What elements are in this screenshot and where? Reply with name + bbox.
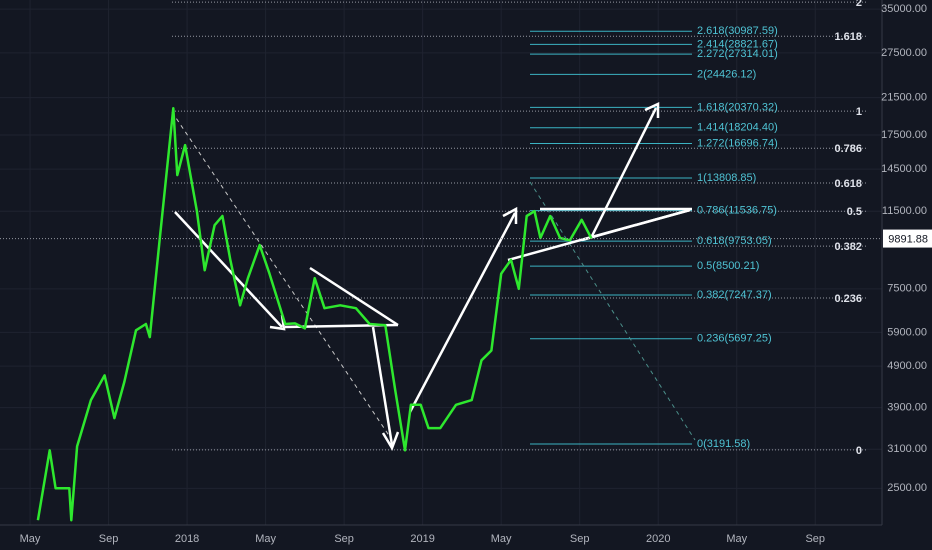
fib-level-label: 1.272(16696.74) — [697, 137, 778, 149]
outer-level-label: 2 — [856, 0, 862, 9]
last-price-box — [883, 229, 932, 248]
x-tick-label: May — [20, 533, 41, 545]
y-tick-label: 21500.00 — [881, 91, 927, 103]
x-tick-label: May — [726, 533, 747, 545]
price-line — [36, 106, 593, 522]
grid — [0, 0, 882, 525]
x-tick-label: 2019 — [410, 533, 434, 545]
y-tick-label: 27500.00 — [881, 47, 927, 59]
fib-level-label: 2.272(27314.01) — [697, 48, 778, 60]
drawings — [171, 102, 696, 451]
outer-level-label: 0 — [856, 445, 862, 457]
fib-level-label: 0.5(8500.21) — [697, 260, 759, 272]
fib-level-label: 0.618(9753.05) — [697, 235, 772, 247]
last-price-label: 9891.88 — [888, 233, 928, 245]
fib-level-label: 2.414(28821.67) — [697, 38, 778, 50]
x-tick-label: Sep — [99, 533, 119, 545]
x-tick-label: Sep — [805, 533, 825, 545]
fib-level-label: 1(13808.85) — [697, 172, 756, 184]
fib-level-label: 1.414(18204.40) — [697, 122, 778, 134]
y-tick-label: 35000.00 — [881, 3, 927, 15]
y-tick-label: 11500.00 — [882, 205, 927, 217]
x-tick-label: Sep — [570, 533, 590, 545]
fib-level-label: 1.618(20370.32) — [697, 101, 778, 113]
y-tick-label: 14500.00 — [881, 163, 927, 175]
outer-level-label: 0.618 — [834, 178, 862, 190]
fib-level-label: 0.786(11536.75) — [697, 205, 777, 217]
outer-level-label: 0.382 — [834, 241, 862, 253]
outer-level-label: 1.618 — [834, 31, 862, 43]
fib-level-label: 0.382(7247.37) — [697, 289, 772, 301]
fib-level-label: 2(24426.12) — [697, 68, 756, 80]
x-tick-label: 2018 — [175, 533, 199, 545]
plot — [36, 106, 593, 522]
y-tick-label: 3900.00 — [887, 401, 927, 413]
fib-level-label: 0(3191.58) — [697, 438, 750, 450]
outer-level-label: 0.5 — [847, 206, 862, 218]
outer-level-label: 0.786 — [834, 143, 862, 155]
outer-level-label: 0.236 — [834, 293, 862, 305]
x-tick-label: May — [491, 533, 512, 545]
x-tick-label: 2020 — [646, 533, 670, 545]
y-tick-label: 3100.00 — [887, 443, 927, 455]
y-tick-label: 7500.00 — [887, 283, 927, 295]
outer-level-label: 1 — [856, 106, 862, 118]
x-tick-label: May — [255, 533, 276, 545]
fib-levels: 2 1.618 1 0.786 0.618 0.5 0.382 0.236 0 2.618(309… — [172, 0, 868, 457]
x-tick-label: Sep — [334, 533, 354, 545]
fib-level-label: 0.236(5697.25) — [697, 333, 772, 345]
y-tick-label: 17500.00 — [881, 129, 927, 141]
y-tick-label: 2500.00 — [887, 482, 927, 494]
fib-level-label: 2.618(30987.59) — [697, 25, 778, 37]
y-tick-label: 5900.00 — [887, 326, 927, 338]
y-tick-label: 4900.00 — [887, 360, 927, 372]
